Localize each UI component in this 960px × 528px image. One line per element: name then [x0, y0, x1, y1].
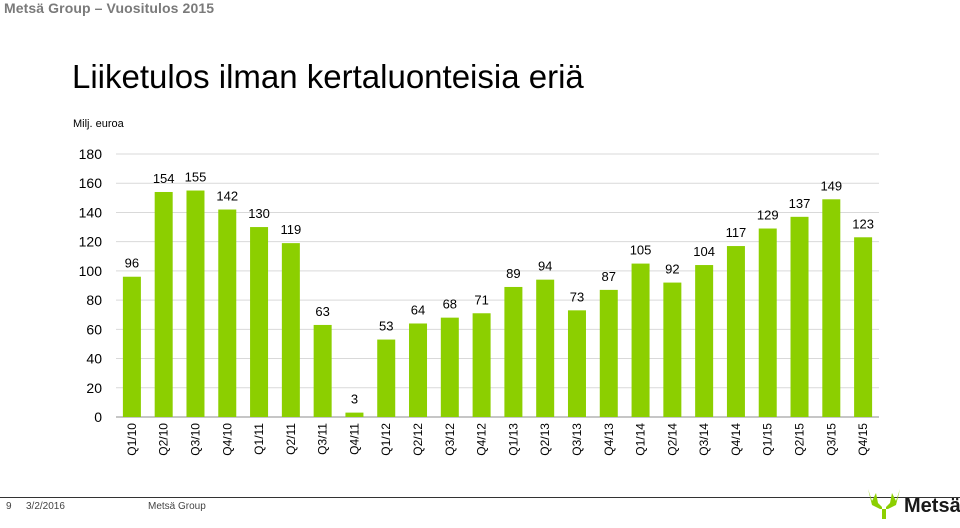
bar: [122, 276, 141, 417]
data-label: 104: [693, 244, 715, 259]
category-label: Q2/12: [411, 423, 425, 456]
data-label: 117: [726, 225, 747, 240]
category-label: Q4/12: [475, 423, 489, 456]
category-label: Q2/14: [665, 423, 679, 456]
bar: [186, 190, 205, 417]
category-label: Q2/15: [793, 423, 807, 456]
category-label: Q1/14: [634, 423, 648, 456]
data-label: 89: [506, 266, 520, 281]
category-label: Q3/13: [570, 423, 584, 456]
category-label: Q1/15: [761, 423, 775, 456]
bar: [154, 191, 173, 417]
category-label: Q4/15: [856, 423, 870, 456]
category-label: Q2/11: [284, 423, 298, 455]
bar: [504, 286, 523, 417]
unit-label: Milj. euroa: [73, 118, 124, 130]
bar: [281, 243, 300, 417]
category-label: Q1/13: [506, 423, 520, 456]
footer: 9 3/2/2016 Metsä Group: [0, 497, 960, 524]
bar: [758, 228, 777, 417]
y-tick-label: 0: [94, 409, 102, 425]
category-label: Q1/10: [125, 423, 139, 456]
slide-title: Liiketulos ilman kertaluonteisia eriä: [72, 58, 584, 95]
data-label: 119: [280, 222, 301, 237]
bar: [790, 216, 809, 417]
category-label: Q3/11: [316, 423, 330, 455]
bar: [822, 199, 841, 417]
y-tick-label: 80: [86, 292, 102, 308]
data-label: 154: [153, 171, 175, 186]
category-label: Q4/14: [729, 423, 743, 456]
y-tick-label: 120: [79, 234, 103, 250]
footer-company: Metsä Group: [148, 501, 206, 512]
y-tick-label: 40: [86, 351, 102, 367]
header-bar: Metsä Group – Vuositulos 2015: [0, 0, 960, 18]
category-label: Q1/12: [379, 423, 393, 456]
data-label: 142: [216, 189, 238, 204]
bar: [536, 279, 555, 417]
category-label: Q4/13: [602, 423, 616, 456]
data-label: 129: [757, 208, 779, 223]
bar: [726, 246, 745, 417]
data-label: 53: [379, 319, 393, 334]
y-tick-label: 100: [79, 263, 103, 279]
bar: [313, 324, 332, 417]
y-tick-label: 60: [86, 321, 102, 337]
data-label: 3: [351, 392, 358, 407]
data-label: 87: [602, 269, 616, 284]
bar: [345, 412, 364, 417]
data-label: 64: [411, 302, 425, 317]
metsa-logo: Metsä: [862, 483, 960, 523]
bar: [377, 339, 396, 417]
footer-date: 3/2/2016: [26, 501, 65, 512]
page-number: 9: [6, 501, 12, 512]
y-tick-label: 180: [79, 146, 103, 162]
category-label: Q3/12: [443, 423, 457, 456]
bar: [631, 263, 650, 417]
bar: [854, 237, 873, 417]
data-label: 123: [852, 216, 874, 231]
category-label: Q3/10: [188, 423, 202, 456]
logo-wordmark: Metsä: [904, 495, 960, 517]
bar: [440, 317, 459, 417]
data-label: 130: [248, 206, 270, 221]
data-label: 155: [185, 170, 207, 185]
bar: [409, 323, 428, 417]
data-label: 105: [630, 243, 652, 258]
elk-antler-icon: [868, 489, 900, 519]
bar: [695, 265, 714, 417]
category-label: Q1/11: [252, 423, 266, 455]
y-tick-label: 160: [79, 175, 103, 191]
category-label: Q4/11: [347, 423, 361, 455]
presentation-header: Metsä Group – Vuositulos 2015: [4, 0, 215, 16]
category-label: Q3/15: [824, 423, 838, 456]
category-label: Q2/13: [538, 423, 552, 456]
data-label: 137: [789, 196, 811, 211]
category-label: Q4/10: [220, 423, 234, 456]
bar: [599, 289, 618, 417]
bar: [472, 313, 491, 417]
data-label: 73: [570, 289, 584, 304]
data-label: 94: [538, 259, 552, 274]
bar: [250, 227, 269, 417]
y-tick-label: 140: [79, 204, 103, 220]
data-label: 71: [474, 292, 488, 307]
bar: [663, 282, 682, 417]
bar: [567, 310, 586, 417]
data-label: 149: [820, 178, 842, 193]
bar: [218, 209, 237, 417]
data-label: 63: [315, 304, 329, 319]
y-tick-label: 20: [86, 380, 102, 396]
category-label: Q2/10: [157, 423, 171, 456]
data-label: 96: [125, 256, 139, 271]
data-label: 92: [665, 262, 679, 277]
category-label: Q3/14: [697, 423, 711, 456]
footer-divider: [0, 497, 960, 498]
data-label: 68: [443, 297, 457, 312]
